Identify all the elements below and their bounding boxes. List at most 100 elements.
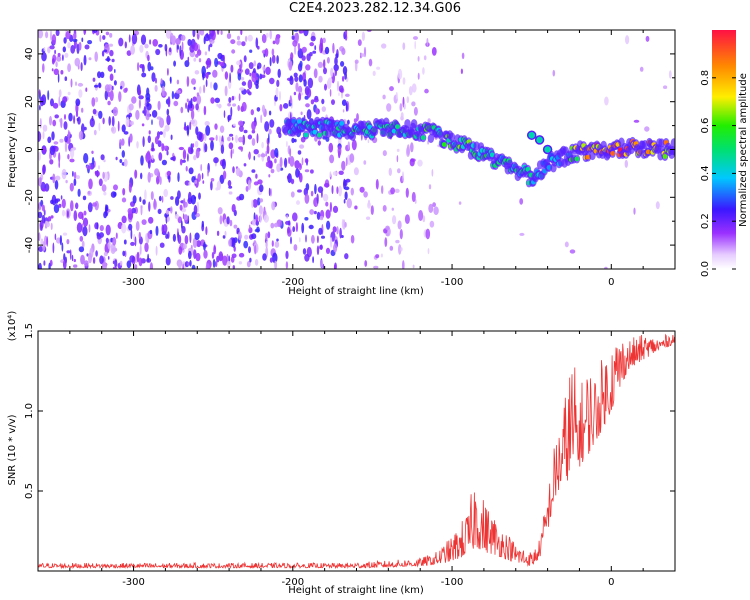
- heatmap-cell: [50, 199, 54, 205]
- heatmap-cell: [333, 243, 338, 253]
- heatmap-cell: [190, 244, 193, 249]
- heatmap-cell: [190, 97, 193, 109]
- heatmap-cell: [209, 30, 215, 37]
- heatmap-cell: [107, 64, 113, 72]
- heatmap-cell: [269, 188, 272, 197]
- heatmap-cell: [254, 117, 257, 123]
- heatmap-cell: [411, 83, 417, 93]
- heatmap-cell: [375, 179, 379, 190]
- heatmap-cell: [169, 47, 172, 53]
- heatmap-cell: [228, 239, 233, 247]
- heatmap-cell: [238, 93, 241, 102]
- heatmap-cell: [52, 242, 55, 254]
- heatmap-cell: [196, 131, 203, 141]
- heatmap-cell: [181, 41, 184, 52]
- heatmap-cell: [325, 209, 331, 219]
- heatmap-cell: [272, 252, 278, 264]
- x-tick-label: -100: [441, 577, 464, 588]
- heatmap-cell: [184, 60, 190, 68]
- heatmap-cell: [293, 244, 298, 251]
- heatmap-cell: [169, 32, 174, 43]
- heatmap-cell: [644, 126, 650, 132]
- heatmap-cell: [99, 34, 102, 43]
- heatmap-cell: [368, 58, 373, 67]
- heatmap-cell: [161, 195, 164, 203]
- heatmap-cell: [417, 159, 423, 167]
- heatmap-cell: [73, 258, 77, 263]
- heatmap-cell: [147, 160, 151, 169]
- colorbar-tick-label: 0.8: [700, 70, 711, 86]
- heatmap-cell: [406, 96, 410, 104]
- snr-panel: -300 -200 -100 0 0.5 1.0 1.5 Height of straigh…: [7, 311, 676, 596]
- heatmap-cell: [165, 234, 169, 239]
- heatmap-cell: [161, 143, 165, 152]
- heatmap-cell: [101, 50, 105, 57]
- heatmap-cell: [86, 166, 92, 170]
- heatmap-cell: [305, 234, 307, 243]
- heatmap-cell: [50, 98, 54, 107]
- heatmap-cell: [335, 53, 339, 58]
- heatmap-cell: [342, 109, 345, 113]
- heatmap-cell: [460, 68, 463, 75]
- heatmap-cell: [633, 207, 636, 215]
- heatmap-cell: [662, 154, 668, 159]
- heatmap-cell: [57, 73, 60, 83]
- heatmap-cell: [227, 136, 231, 142]
- heatmap-cell: [329, 237, 333, 248]
- heatmap-cell: [238, 261, 243, 265]
- heatmap-cell: [201, 220, 204, 228]
- heatmap-cell: [298, 74, 303, 83]
- heatmap-cell: [64, 114, 66, 120]
- heatmap-cell: [189, 232, 192, 244]
- heatmap-cell: [304, 158, 309, 164]
- heatmap-cell: [409, 158, 415, 167]
- heatmap-cell: [86, 253, 89, 257]
- heatmap-cell: [388, 167, 392, 176]
- heatmap-cell: [275, 35, 280, 45]
- heatmap-cell: [227, 180, 232, 187]
- heatmap-cell: [42, 124, 48, 132]
- heatmap-cell: [197, 173, 201, 182]
- heatmap-cell: [216, 230, 220, 236]
- heatmap-cell: [107, 256, 110, 260]
- heatmap-cell: [380, 253, 383, 258]
- heatmap-cell: [276, 126, 282, 135]
- heatmap-cell: [204, 143, 208, 153]
- heatmap-cell: [55, 175, 61, 181]
- heatmap-cell: [62, 46, 66, 53]
- heatmap-cell: [124, 41, 128, 49]
- heatmap-cell: [129, 133, 133, 143]
- heatmap-cell: [323, 67, 327, 75]
- heatmap-cell: [74, 57, 81, 67]
- heatmap-cell: [220, 144, 225, 154]
- y-tick-label: 0.5: [24, 483, 35, 499]
- heatmap-cell: [130, 45, 136, 55]
- heatmap-cell: [395, 91, 398, 100]
- heatmap-cell: [60, 195, 63, 200]
- heatmap-cell: [233, 123, 236, 127]
- heatmap-cell: [98, 110, 103, 119]
- heatmap-cell: [258, 205, 263, 215]
- heatmap-cell: [230, 64, 234, 73]
- heatmap-cell: [188, 181, 191, 186]
- heatmap-cell: [345, 102, 348, 112]
- heatmap-cell: [389, 245, 394, 251]
- heatmap-cell: [147, 253, 150, 263]
- heatmap-cell: [164, 124, 170, 132]
- heatmap-cell: [102, 262, 107, 269]
- heatmap-cell: [96, 234, 102, 240]
- heatmap-cell: [130, 241, 135, 246]
- heatmap-cell: [123, 239, 127, 245]
- heatmap-cell: [253, 60, 257, 67]
- heatmap-cell: [363, 160, 367, 165]
- heatmap-cell: [61, 198, 66, 209]
- heatmap-cell: [184, 235, 189, 245]
- heatmap-cell: [91, 157, 95, 165]
- heatmap-cell: [241, 77, 245, 81]
- heatmap-cell: [413, 36, 418, 40]
- heatmap-cell: [236, 40, 242, 46]
- heatmap-cell: [135, 221, 140, 231]
- heatmap-cell: [285, 250, 289, 260]
- heatmap-cell: [109, 90, 114, 102]
- heatmap-cell: [138, 231, 141, 240]
